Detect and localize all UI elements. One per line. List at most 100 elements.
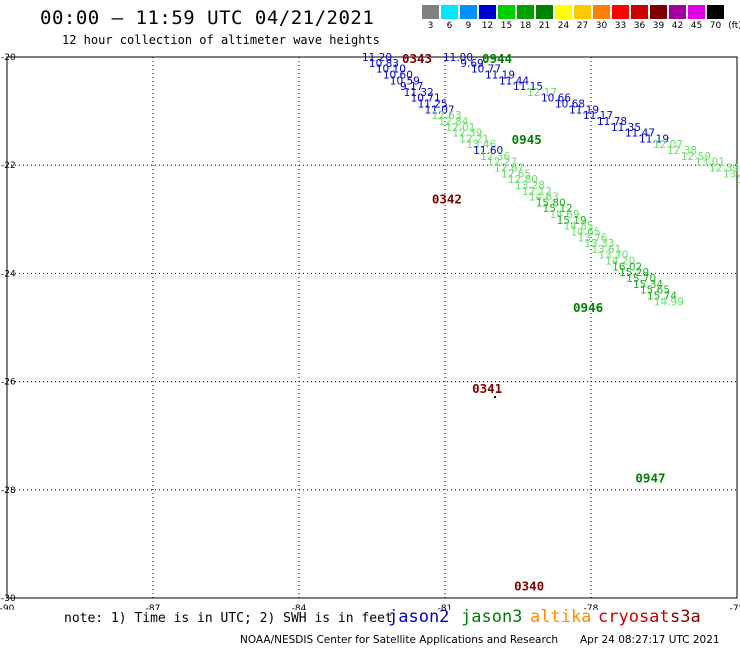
wave-height-value: 10.83 <box>369 58 399 70</box>
x-tick-label: -87 <box>146 604 161 610</box>
wave-height-value: 13.70 <box>598 250 628 262</box>
wave-height-value: 11.35 <box>611 122 641 134</box>
wave-height-value: 11.44 <box>499 75 529 87</box>
wave-height-value: 12.39 <box>452 128 482 140</box>
wave-height-value: 11.19 <box>639 133 669 145</box>
wave-height-value: 15.80 <box>536 197 566 209</box>
pass-time-label: 0342 <box>432 192 462 207</box>
pass-time-label: 0946 <box>573 300 603 315</box>
scale-swatch <box>574 5 591 19</box>
wave-height-value: 15.29 <box>619 267 649 279</box>
scale-swatch <box>460 5 477 19</box>
wave-height-value: 14.20 <box>605 256 635 268</box>
scale-label: 12 <box>481 21 494 31</box>
y-tick-label: -22 <box>1 161 16 171</box>
wave-height-value: 10.68 <box>555 99 585 111</box>
wave-height-value: 11.32 <box>404 87 434 99</box>
wave-height-value: 11.19 <box>569 104 599 116</box>
pass-time-label: 0343 <box>402 51 432 66</box>
wave-height-value: 15.65 <box>640 285 670 297</box>
wave-height-value: 15.34 <box>633 279 663 291</box>
chart-title: 00:00 – 11:59 UTC 04/21/2021 <box>40 7 375 29</box>
scale-unit: (ft) <box>728 21 740 31</box>
wave-height-value: 12.07 <box>653 139 683 151</box>
satellite-label-cryosat: cryosat <box>598 607 670 627</box>
wave-height-value: 14.65 <box>570 226 600 238</box>
wave-height-value: 10.71 <box>411 93 441 105</box>
wave-height-value: 10.66 <box>541 93 571 105</box>
satellite-label-jason3: jason3 <box>461 607 523 627</box>
wave-height-value: 12.38 <box>667 145 697 157</box>
wave-height-value: 13.62 <box>723 168 740 180</box>
y-tick-label: -20 <box>1 53 16 63</box>
wave-height-chart: -90 -87 -84 -81 -78 -75 -20 -22 -24 -26 -28 -30 11.2… <box>0 51 740 610</box>
y-tick-label: -24 <box>1 269 16 279</box>
scale-label: 27 <box>576 21 589 31</box>
scale-label: 18 <box>519 21 532 31</box>
wave-height-value: 12.21 <box>459 133 489 145</box>
wave-height-value: 12.27 <box>487 157 517 169</box>
x-tick-label: -90 <box>0 604 15 610</box>
scale-label: 6 <box>446 21 453 31</box>
wave-height-value: 12.17 <box>527 87 557 99</box>
x-tick-label: -81 <box>438 604 453 610</box>
wave-height-value: 13.33 <box>584 238 614 250</box>
wave-height-value: 10.77 <box>471 64 501 76</box>
scale-swatch <box>688 5 705 19</box>
scale-swatch <box>536 5 553 19</box>
wave-height-value: 13.61 <box>591 244 621 256</box>
scale-label: 39 <box>652 21 665 31</box>
wave-height-value: 11.47 <box>625 128 655 140</box>
scale-swatch <box>517 5 534 19</box>
scale-swatch <box>631 5 648 19</box>
scale-swatch <box>669 5 686 19</box>
wave-height-value: 13.46 <box>466 139 496 151</box>
pass-time-label: 0947 <box>635 470 665 485</box>
scale-swatch <box>479 5 496 19</box>
pass-time-label: 0340 <box>514 578 544 593</box>
scale-swatch <box>612 5 629 19</box>
wave-height-value: 11.17 <box>583 110 613 122</box>
wave-height-value: 13.76 <box>577 232 607 244</box>
track-marker <box>494 396 496 398</box>
wave-height-value: 12.67 <box>494 162 524 174</box>
footer-credit: NOAA/NESDIS Center for Satellite Applica… <box>240 634 558 646</box>
wave-height-value: 11.07 <box>425 104 455 116</box>
scale-label: 15 <box>500 21 513 31</box>
wave-height-value: 12.65 <box>501 168 531 180</box>
scale-label: 24 <box>557 21 570 31</box>
wave-height-value: 15.74 <box>647 290 677 302</box>
wave-height-value: 11.00 <box>443 52 473 64</box>
scale-label: 42 <box>671 21 684 31</box>
scale-label: 21 <box>538 21 551 31</box>
wave-height-value: 15.70 <box>626 273 656 285</box>
wave-height-value: 14.85 <box>564 221 594 233</box>
y-tick-label: -26 <box>1 378 16 388</box>
scale-label: 33 <box>614 21 627 31</box>
wave-height-value: 11.25 <box>418 99 448 111</box>
y-tick-label: -30 <box>1 594 16 604</box>
x-tick-label: -75 <box>730 604 740 610</box>
scale-swatch <box>650 5 667 19</box>
scale-swatch <box>707 5 724 19</box>
wave-height-value: 12.36 <box>480 151 510 163</box>
wave-height-value: 14.99 <box>654 296 684 308</box>
pass-time-label: 0945 <box>512 132 542 147</box>
scale-swatch <box>422 5 439 19</box>
wave-height-value: 14.63 <box>529 192 559 204</box>
wave-height-value: 12.84 <box>438 116 468 128</box>
wave-height-value: 10.59 <box>390 75 420 87</box>
footer-timestamp: Apr 24 08:27:17 UTC 2021 <box>580 634 720 646</box>
x-tick-label: -84 <box>292 604 307 610</box>
satellite-label-s3a: s3a <box>670 607 701 627</box>
wave-height-value: 11.19 <box>485 69 515 81</box>
wave-height-value: 11.15 <box>513 81 543 93</box>
pass-time-label: 0341 <box>472 381 502 396</box>
scale-swatch <box>593 5 610 19</box>
x-tick-label: -78 <box>584 604 599 610</box>
wave-height-value: 10.10 <box>376 64 406 76</box>
wave-height-value: 16.02 <box>612 261 642 273</box>
wave-height-value: 15.19 <box>557 215 587 227</box>
footer-note: note: 1) Time is in UTC; 2) SWH is in fe… <box>64 611 393 626</box>
wave-height-value: 11.20 <box>362 52 392 64</box>
